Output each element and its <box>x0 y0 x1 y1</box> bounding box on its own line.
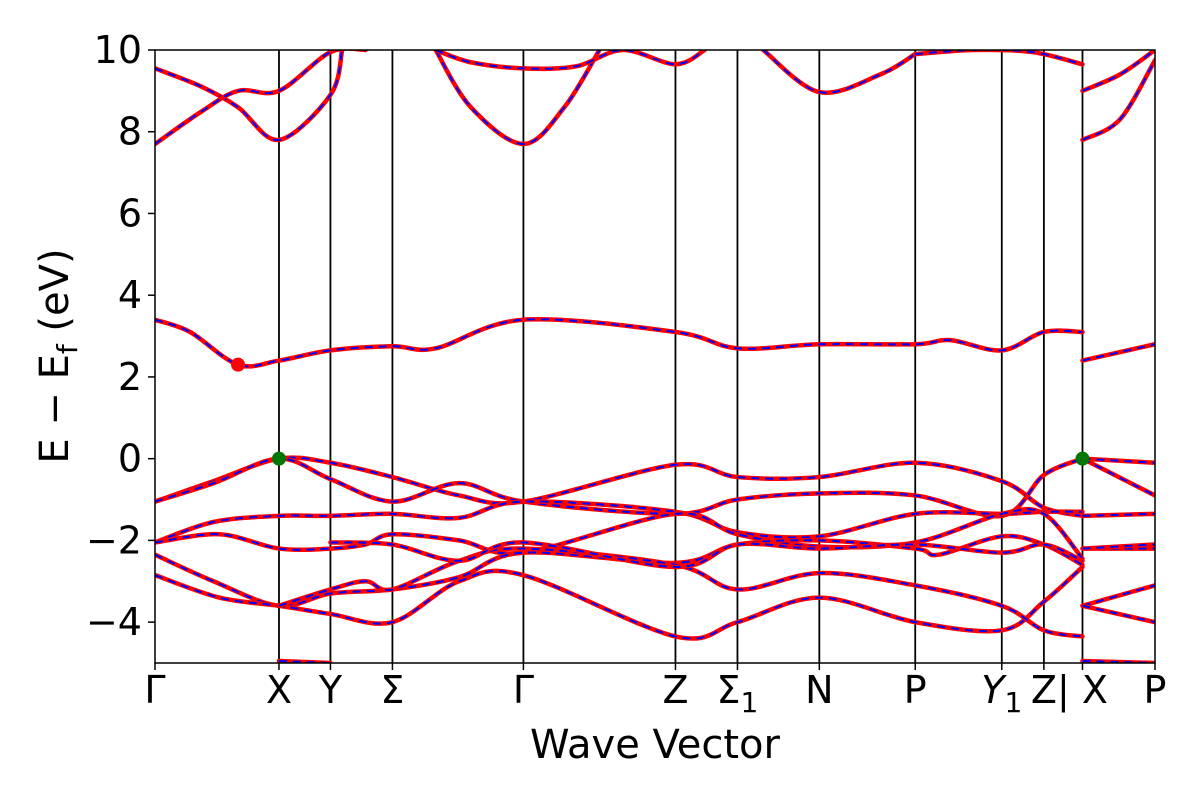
band-line-overlay <box>1082 343 1155 362</box>
band-line-overlay <box>1082 457 1155 464</box>
x-tick-label: P <box>904 668 927 712</box>
band-line-overlay <box>155 500 1083 544</box>
x-tick-label-main: Y <box>981 668 1007 712</box>
y-tick-label: 6 <box>118 191 142 235</box>
band-line-overlay <box>155 318 1083 368</box>
y-tick-label: −4 <box>86 600 142 644</box>
x-tick-label: Γ <box>513 668 534 712</box>
y-tick-label: 8 <box>118 110 142 154</box>
x-tick-label: Σ <box>380 668 404 712</box>
x-tick-label-main: P <box>904 668 927 712</box>
x-tick-label: Γ <box>144 668 165 712</box>
x-tick-label: N <box>805 668 833 712</box>
x-tick-label-main: Y <box>318 668 343 712</box>
x-tick-label-main: P <box>1144 668 1167 712</box>
y-tick-label: 2 <box>118 355 142 399</box>
x-tick-label: Y <box>318 668 343 712</box>
y-axis-title-unit: (eV) <box>32 248 78 344</box>
band-line-overlay <box>1082 604 1155 624</box>
band-line-overlay <box>155 566 1084 640</box>
y-axis-title-sub: f <box>51 343 84 354</box>
x-tick-label-sub: 1 <box>741 686 759 719</box>
x-tick-label-main: Γ <box>513 668 534 712</box>
y-tick-label: 10 <box>94 28 142 72</box>
y-axis-title-main: E − E <box>32 354 78 464</box>
band-line-overlay <box>1082 584 1155 607</box>
extrema-markers <box>231 357 1090 466</box>
band-line <box>1080 456 1155 498</box>
band-line-overlay <box>1082 50 1155 92</box>
band-line <box>328 540 1085 570</box>
x-tick-label: P <box>1144 668 1167 712</box>
x-tick-label-main: Σ <box>717 668 741 712</box>
band-line <box>155 50 368 147</box>
x-tick-label-sub: 1 <box>1004 686 1022 719</box>
y-tick-label: 4 <box>118 273 142 317</box>
x-tick-label-main: Σ <box>380 668 404 712</box>
band-line-overlay <box>155 508 1084 560</box>
x-tick-label: Z <box>1031 668 1057 712</box>
band-line-overlay <box>762 50 916 94</box>
x-axis-title: Wave Vector <box>530 722 781 768</box>
x-tick-label: Y1 <box>981 668 1022 719</box>
x-tick-label: | X <box>1057 668 1108 713</box>
x-tick-label: Σ1 <box>717 668 759 719</box>
y-axis-ticks: −4 −2 0 2 4 6 8 10 <box>86 28 155 644</box>
band-line-overlay <box>1082 543 1155 550</box>
vbm-marker <box>1075 451 1090 466</box>
band-line-overlay <box>155 456 1083 517</box>
y-tick-label: −2 <box>86 518 142 562</box>
x-tick-label-main: Z <box>1031 668 1057 712</box>
x-tick-label-main: N <box>805 668 833 712</box>
x-tick-label-main: | X <box>1057 668 1108 713</box>
band-line-overlay <box>155 50 344 141</box>
band-line-overlay <box>434 50 601 145</box>
x-tick-label-main: Γ <box>144 668 165 712</box>
x-tick-label-main: X <box>266 668 292 712</box>
band-line-overlay <box>915 50 1083 66</box>
cbm-marker <box>231 357 246 372</box>
y-axis-title: E − Ef (eV) <box>32 248 84 463</box>
plot-frame <box>154 49 1156 664</box>
x-tick-label: X <box>266 668 292 712</box>
y-tick-label: 0 <box>118 437 142 481</box>
x-tick-label-main: Z <box>662 668 688 712</box>
band-line-overlay <box>1082 512 1155 517</box>
band-line-overlay <box>435 50 706 70</box>
band-line-overlay <box>1082 59 1155 141</box>
x-tick-label: Z <box>662 668 688 712</box>
vbm-marker <box>271 451 286 466</box>
